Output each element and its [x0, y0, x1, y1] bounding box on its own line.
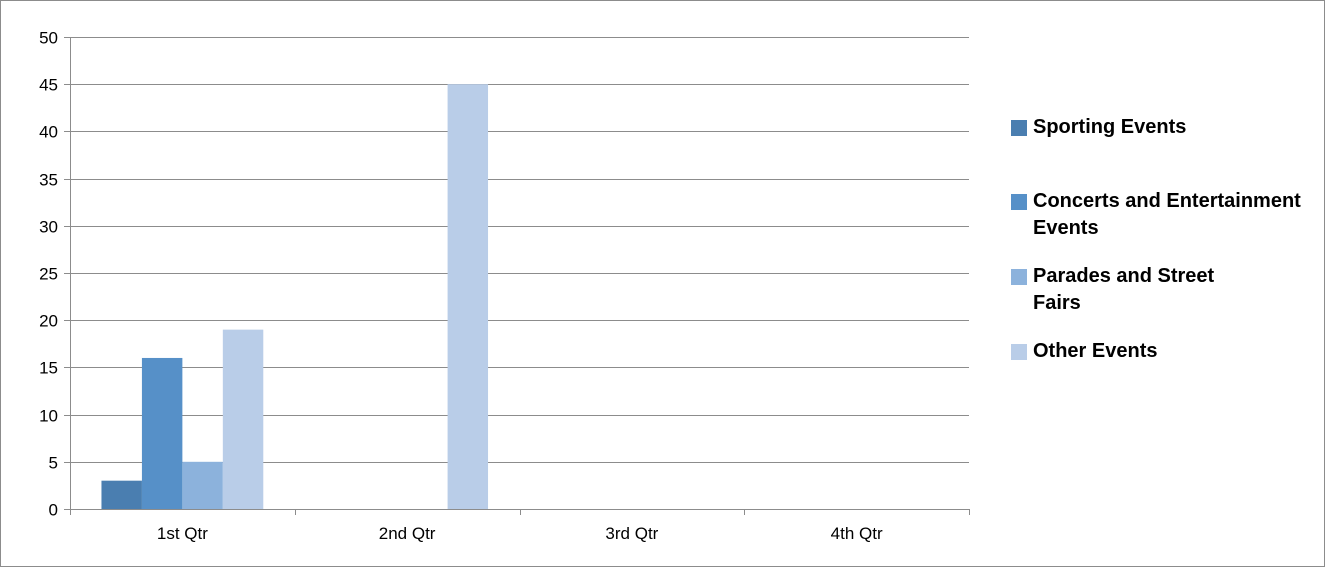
y-tick-label: 20 [39, 312, 58, 331]
y-tick-label: 10 [39, 407, 58, 426]
legend-swatch [1011, 269, 1027, 285]
legend-label: Parades and Street Fairs [1033, 265, 1215, 314]
gridlines [70, 37, 969, 463]
legend-item-parades: Parades and Street Fairs [1011, 263, 1311, 317]
bar [222, 329, 264, 509]
y-tick-label: 25 [39, 265, 58, 284]
legend-swatch [1011, 344, 1027, 360]
x-tick-label: 4th Qtr [831, 524, 883, 543]
tick-labels: 0 5 10 15 20 25 30 35 40 45 50 1st Qtr 2nd Qtr 3rd Qt… [39, 29, 883, 544]
legend-item-concerts: Concerts and Entertainment Events [1011, 188, 1311, 242]
y-tick-label: 35 [39, 171, 58, 190]
y-tick-label: 40 [39, 123, 58, 142]
y-tick-label: 15 [39, 359, 58, 378]
legend-swatch [1011, 120, 1027, 136]
legend-item-other-events: Other Events [1011, 338, 1311, 365]
legend-label: Sporting Events [1033, 116, 1187, 138]
legend: Sporting Events Concerts and Entertainme… [1011, 106, 1311, 365]
y-tick-label: 45 [39, 76, 58, 95]
x-tick-label: 1st Qtr [157, 524, 208, 543]
legend-label: Other Events [1033, 340, 1158, 362]
y-tick-label: 50 [39, 29, 58, 48]
y-tick-label: 30 [39, 218, 58, 237]
bar [447, 84, 489, 509]
axes [64, 37, 970, 515]
y-tick-label: 5 [49, 454, 58, 473]
x-tick-label: 2nd Qtr [379, 524, 436, 543]
legend-swatch [1011, 194, 1027, 210]
y-tick-label: 0 [49, 501, 58, 520]
bar [141, 357, 183, 509]
bar [182, 461, 223, 509]
legend-item-sporting-events: Sporting Events [1011, 114, 1311, 141]
bar [101, 480, 142, 509]
x-tick-label: 3rd Qtr [605, 524, 658, 543]
legend-label: Concerts and Entertainment Events [1033, 190, 1301, 239]
bars [101, 84, 489, 509]
